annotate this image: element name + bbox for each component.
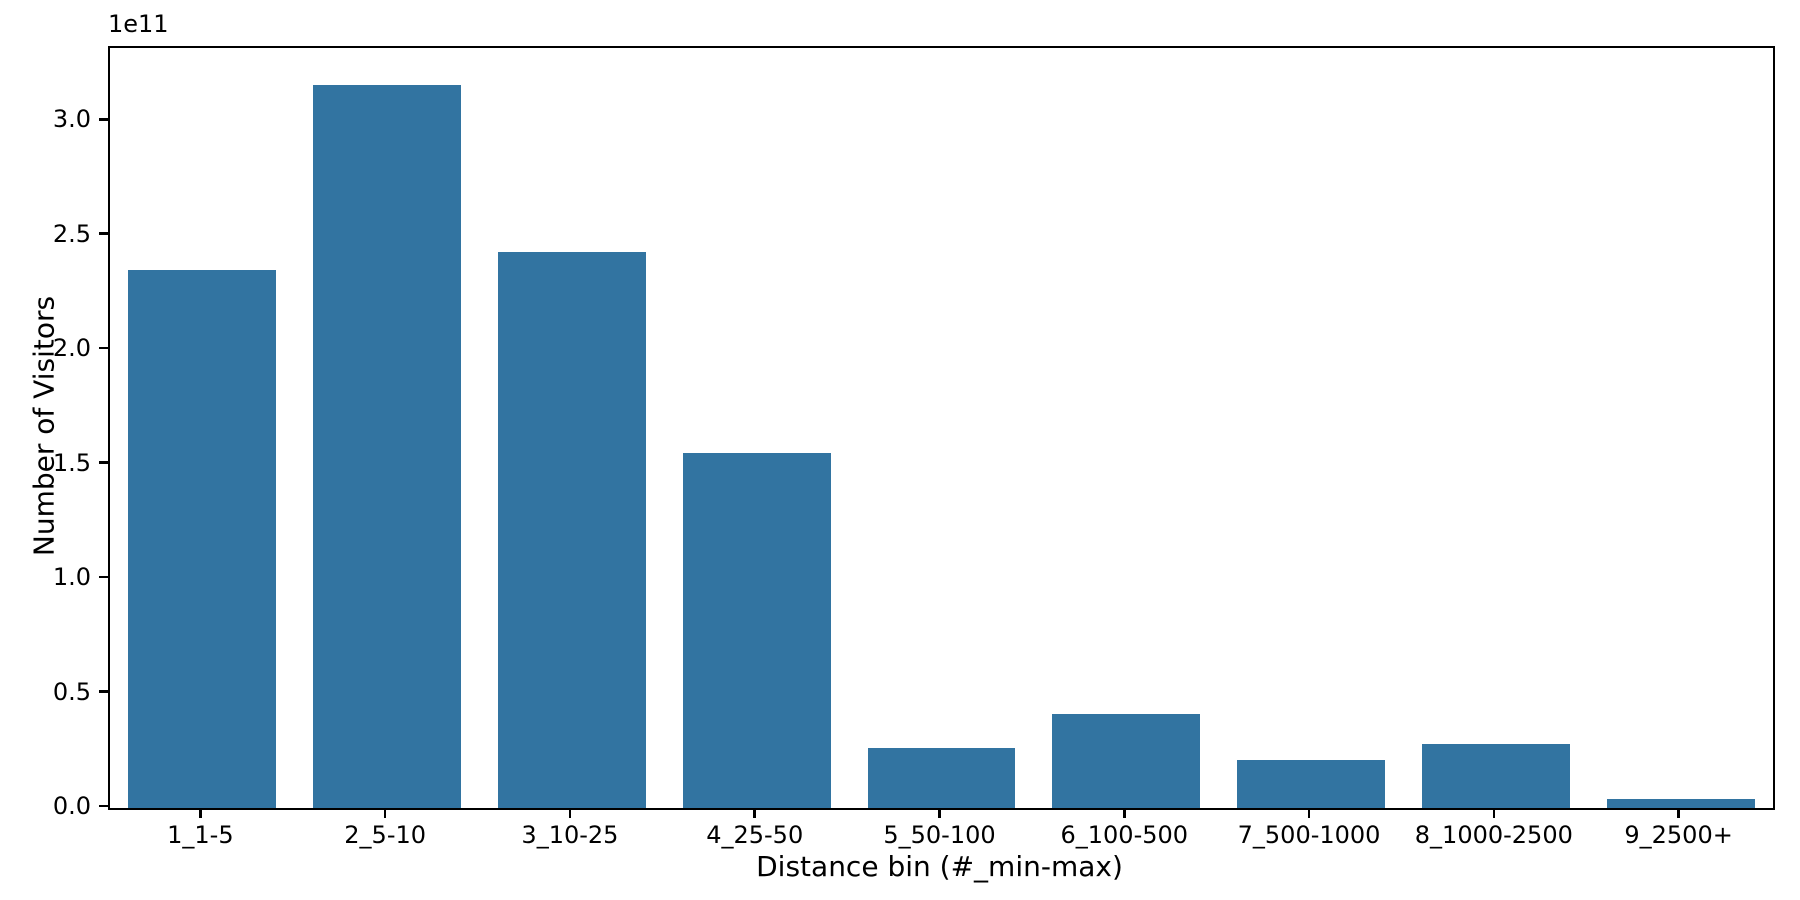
bar-1_1-5 [128, 270, 277, 808]
x-tick [568, 808, 572, 818]
bar-8_1000-2500 [1421, 743, 1570, 808]
x-tick [938, 808, 941, 818]
x-tick [1492, 808, 1496, 818]
x-tick-label: 5_50-100 [883, 821, 996, 849]
y-tick-label: 1.5 [52, 448, 91, 477]
y-tick-label: 2.0 [52, 334, 91, 363]
x-tick-label: 8_1000-2500 [1414, 821, 1573, 849]
x-tick-label: 3_10-25 [521, 821, 619, 849]
y-tick [99, 690, 108, 693]
x-tick-label: 6_100-500 [1060, 821, 1189, 849]
x-tick-label: 4_25-50 [706, 821, 804, 849]
x-tick-label: 7_500-1000 [1237, 821, 1381, 849]
x-tick-label: 9_2500+ [1624, 821, 1733, 849]
bar-7_500-1000 [1237, 759, 1385, 808]
y-tick [99, 575, 108, 579]
y-tick-label: 0.5 [52, 677, 91, 706]
bar-9_2500+ [1606, 798, 1755, 808]
y-tick [99, 232, 108, 235]
y-tick [99, 461, 108, 464]
y-tick-label: 3.0 [52, 105, 91, 134]
x-tick [1123, 808, 1126, 818]
bar-2_5-10 [313, 84, 462, 808]
bar-5_50-100 [867, 748, 1016, 808]
y-tick-label: 0.0 [52, 792, 91, 820]
y-tick [99, 804, 108, 808]
x-axis-label: Distance bin (#_min-max) [756, 850, 1123, 883]
x-tick [753, 808, 756, 818]
x-tick [383, 808, 387, 818]
y-tick [99, 118, 108, 121]
y-tick [99, 346, 108, 350]
x-tick [199, 808, 202, 818]
bar-4_25-50 [682, 453, 831, 808]
y-tick-label: 1.0 [52, 563, 91, 592]
bar-3_10-25 [498, 251, 646, 808]
x-tick [1677, 808, 1680, 818]
y-axis-offset-text: 1e11 [108, 10, 169, 38]
plot-area [108, 46, 1775, 810]
bar-6_100-500 [1052, 714, 1201, 808]
x-tick-label: 1_1-5 [167, 821, 234, 849]
x-tick [1307, 808, 1311, 818]
x-tick-label: 2_5-10 [344, 821, 427, 849]
y-tick-label: 2.5 [52, 219, 91, 248]
